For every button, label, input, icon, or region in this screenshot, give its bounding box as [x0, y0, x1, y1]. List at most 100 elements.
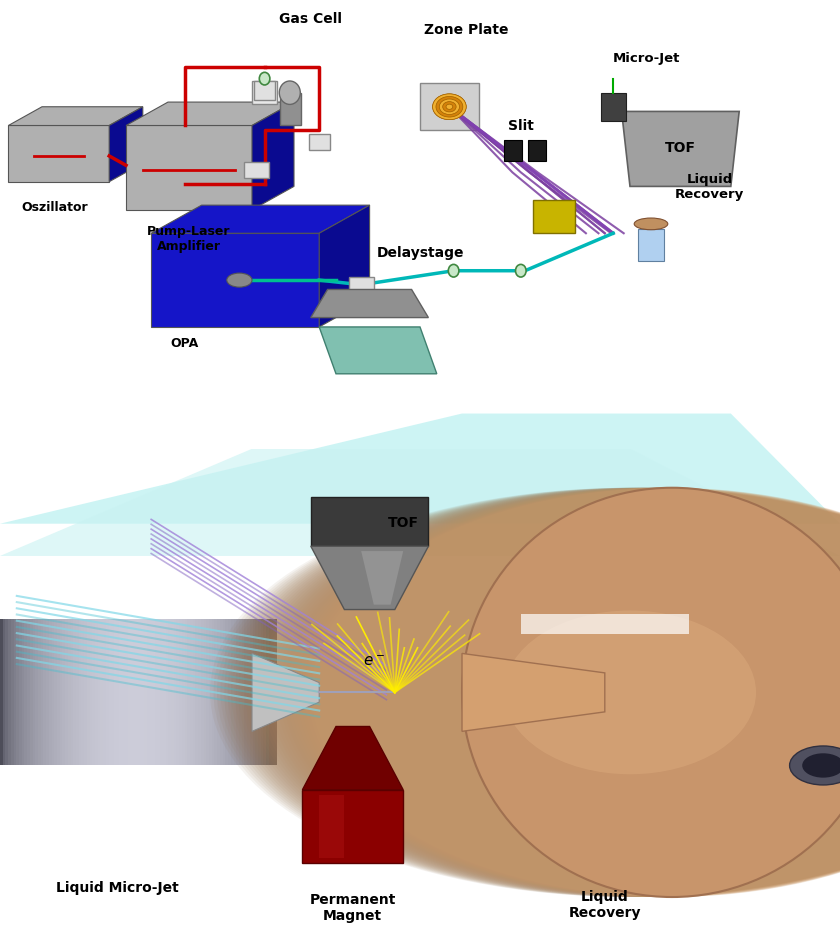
Ellipse shape: [221, 489, 840, 897]
Polygon shape: [151, 206, 370, 234]
Bar: [5, 620, 13, 766]
Text: Slit: Slit: [508, 120, 533, 133]
Polygon shape: [244, 163, 269, 179]
Ellipse shape: [259, 489, 840, 897]
Ellipse shape: [273, 489, 840, 897]
Text: Micro-Jet: Micro-Jet: [613, 52, 680, 65]
Ellipse shape: [249, 489, 840, 897]
Bar: [249, 620, 258, 766]
Bar: [155, 620, 163, 766]
Ellipse shape: [238, 489, 840, 897]
Ellipse shape: [294, 489, 840, 897]
Bar: [179, 620, 187, 766]
Bar: [147, 620, 155, 766]
Polygon shape: [0, 414, 840, 524]
Polygon shape: [622, 112, 739, 187]
Ellipse shape: [270, 489, 840, 897]
Bar: [97, 620, 106, 766]
Bar: [73, 620, 81, 766]
Text: Oszillator: Oszillator: [21, 201, 88, 214]
Polygon shape: [126, 126, 252, 211]
Bar: [157, 620, 165, 766]
Bar: [244, 620, 253, 766]
Bar: [171, 620, 180, 766]
Bar: [108, 620, 117, 766]
Bar: [190, 620, 198, 766]
Polygon shape: [319, 795, 344, 858]
Ellipse shape: [291, 489, 840, 897]
Bar: [35, 620, 44, 766]
Bar: [231, 620, 239, 766]
Bar: [504, 140, 522, 162]
Polygon shape: [0, 449, 840, 556]
Bar: [168, 620, 176, 766]
Bar: [266, 620, 275, 766]
Bar: [218, 620, 226, 766]
Bar: [128, 620, 136, 766]
Text: Liquid
Recovery: Liquid Recovery: [569, 889, 641, 919]
Ellipse shape: [224, 489, 840, 897]
Bar: [258, 620, 266, 766]
Polygon shape: [349, 277, 374, 294]
Ellipse shape: [279, 82, 301, 105]
Text: Zone Plate: Zone Plate: [424, 23, 508, 37]
Bar: [163, 620, 171, 766]
Ellipse shape: [231, 489, 840, 897]
Bar: [176, 620, 185, 766]
Bar: [55, 620, 63, 766]
Bar: [139, 620, 147, 766]
Text: Pump-Laser
Amplifier: Pump-Laser Amplifier: [147, 225, 231, 253]
Bar: [239, 620, 247, 766]
Bar: [212, 620, 220, 766]
Bar: [207, 620, 215, 766]
Bar: [0, 620, 8, 766]
Ellipse shape: [210, 489, 840, 897]
Bar: [112, 620, 120, 766]
Bar: [528, 140, 546, 162]
Polygon shape: [533, 201, 575, 234]
Ellipse shape: [443, 103, 456, 113]
Bar: [40, 620, 49, 766]
Bar: [280, 94, 301, 126]
Bar: [122, 620, 130, 766]
Bar: [90, 620, 98, 766]
Ellipse shape: [255, 489, 840, 897]
Text: Delaystage: Delaystage: [376, 246, 464, 259]
Bar: [68, 620, 76, 766]
Bar: [521, 615, 689, 635]
Bar: [114, 620, 123, 766]
Ellipse shape: [266, 489, 840, 897]
Bar: [311, 498, 428, 547]
Polygon shape: [319, 206, 370, 328]
Ellipse shape: [462, 489, 840, 897]
Ellipse shape: [228, 489, 840, 897]
Ellipse shape: [446, 105, 453, 110]
Bar: [152, 620, 160, 766]
Bar: [234, 620, 242, 766]
Bar: [87, 620, 95, 766]
Bar: [133, 620, 141, 766]
Bar: [79, 620, 87, 766]
Bar: [247, 620, 255, 766]
Bar: [220, 620, 228, 766]
Bar: [255, 620, 264, 766]
Bar: [269, 620, 277, 766]
Polygon shape: [252, 82, 277, 106]
Ellipse shape: [516, 265, 526, 278]
Bar: [136, 620, 144, 766]
Ellipse shape: [433, 95, 466, 121]
Bar: [92, 620, 101, 766]
Bar: [19, 620, 28, 766]
Ellipse shape: [283, 489, 840, 897]
Bar: [201, 620, 209, 766]
Bar: [242, 620, 250, 766]
Bar: [601, 94, 626, 122]
Polygon shape: [462, 653, 605, 732]
Ellipse shape: [242, 489, 840, 897]
Bar: [84, 620, 92, 766]
Bar: [144, 620, 152, 766]
Polygon shape: [361, 551, 403, 605]
Polygon shape: [126, 103, 294, 126]
Bar: [209, 620, 218, 766]
Bar: [198, 620, 207, 766]
